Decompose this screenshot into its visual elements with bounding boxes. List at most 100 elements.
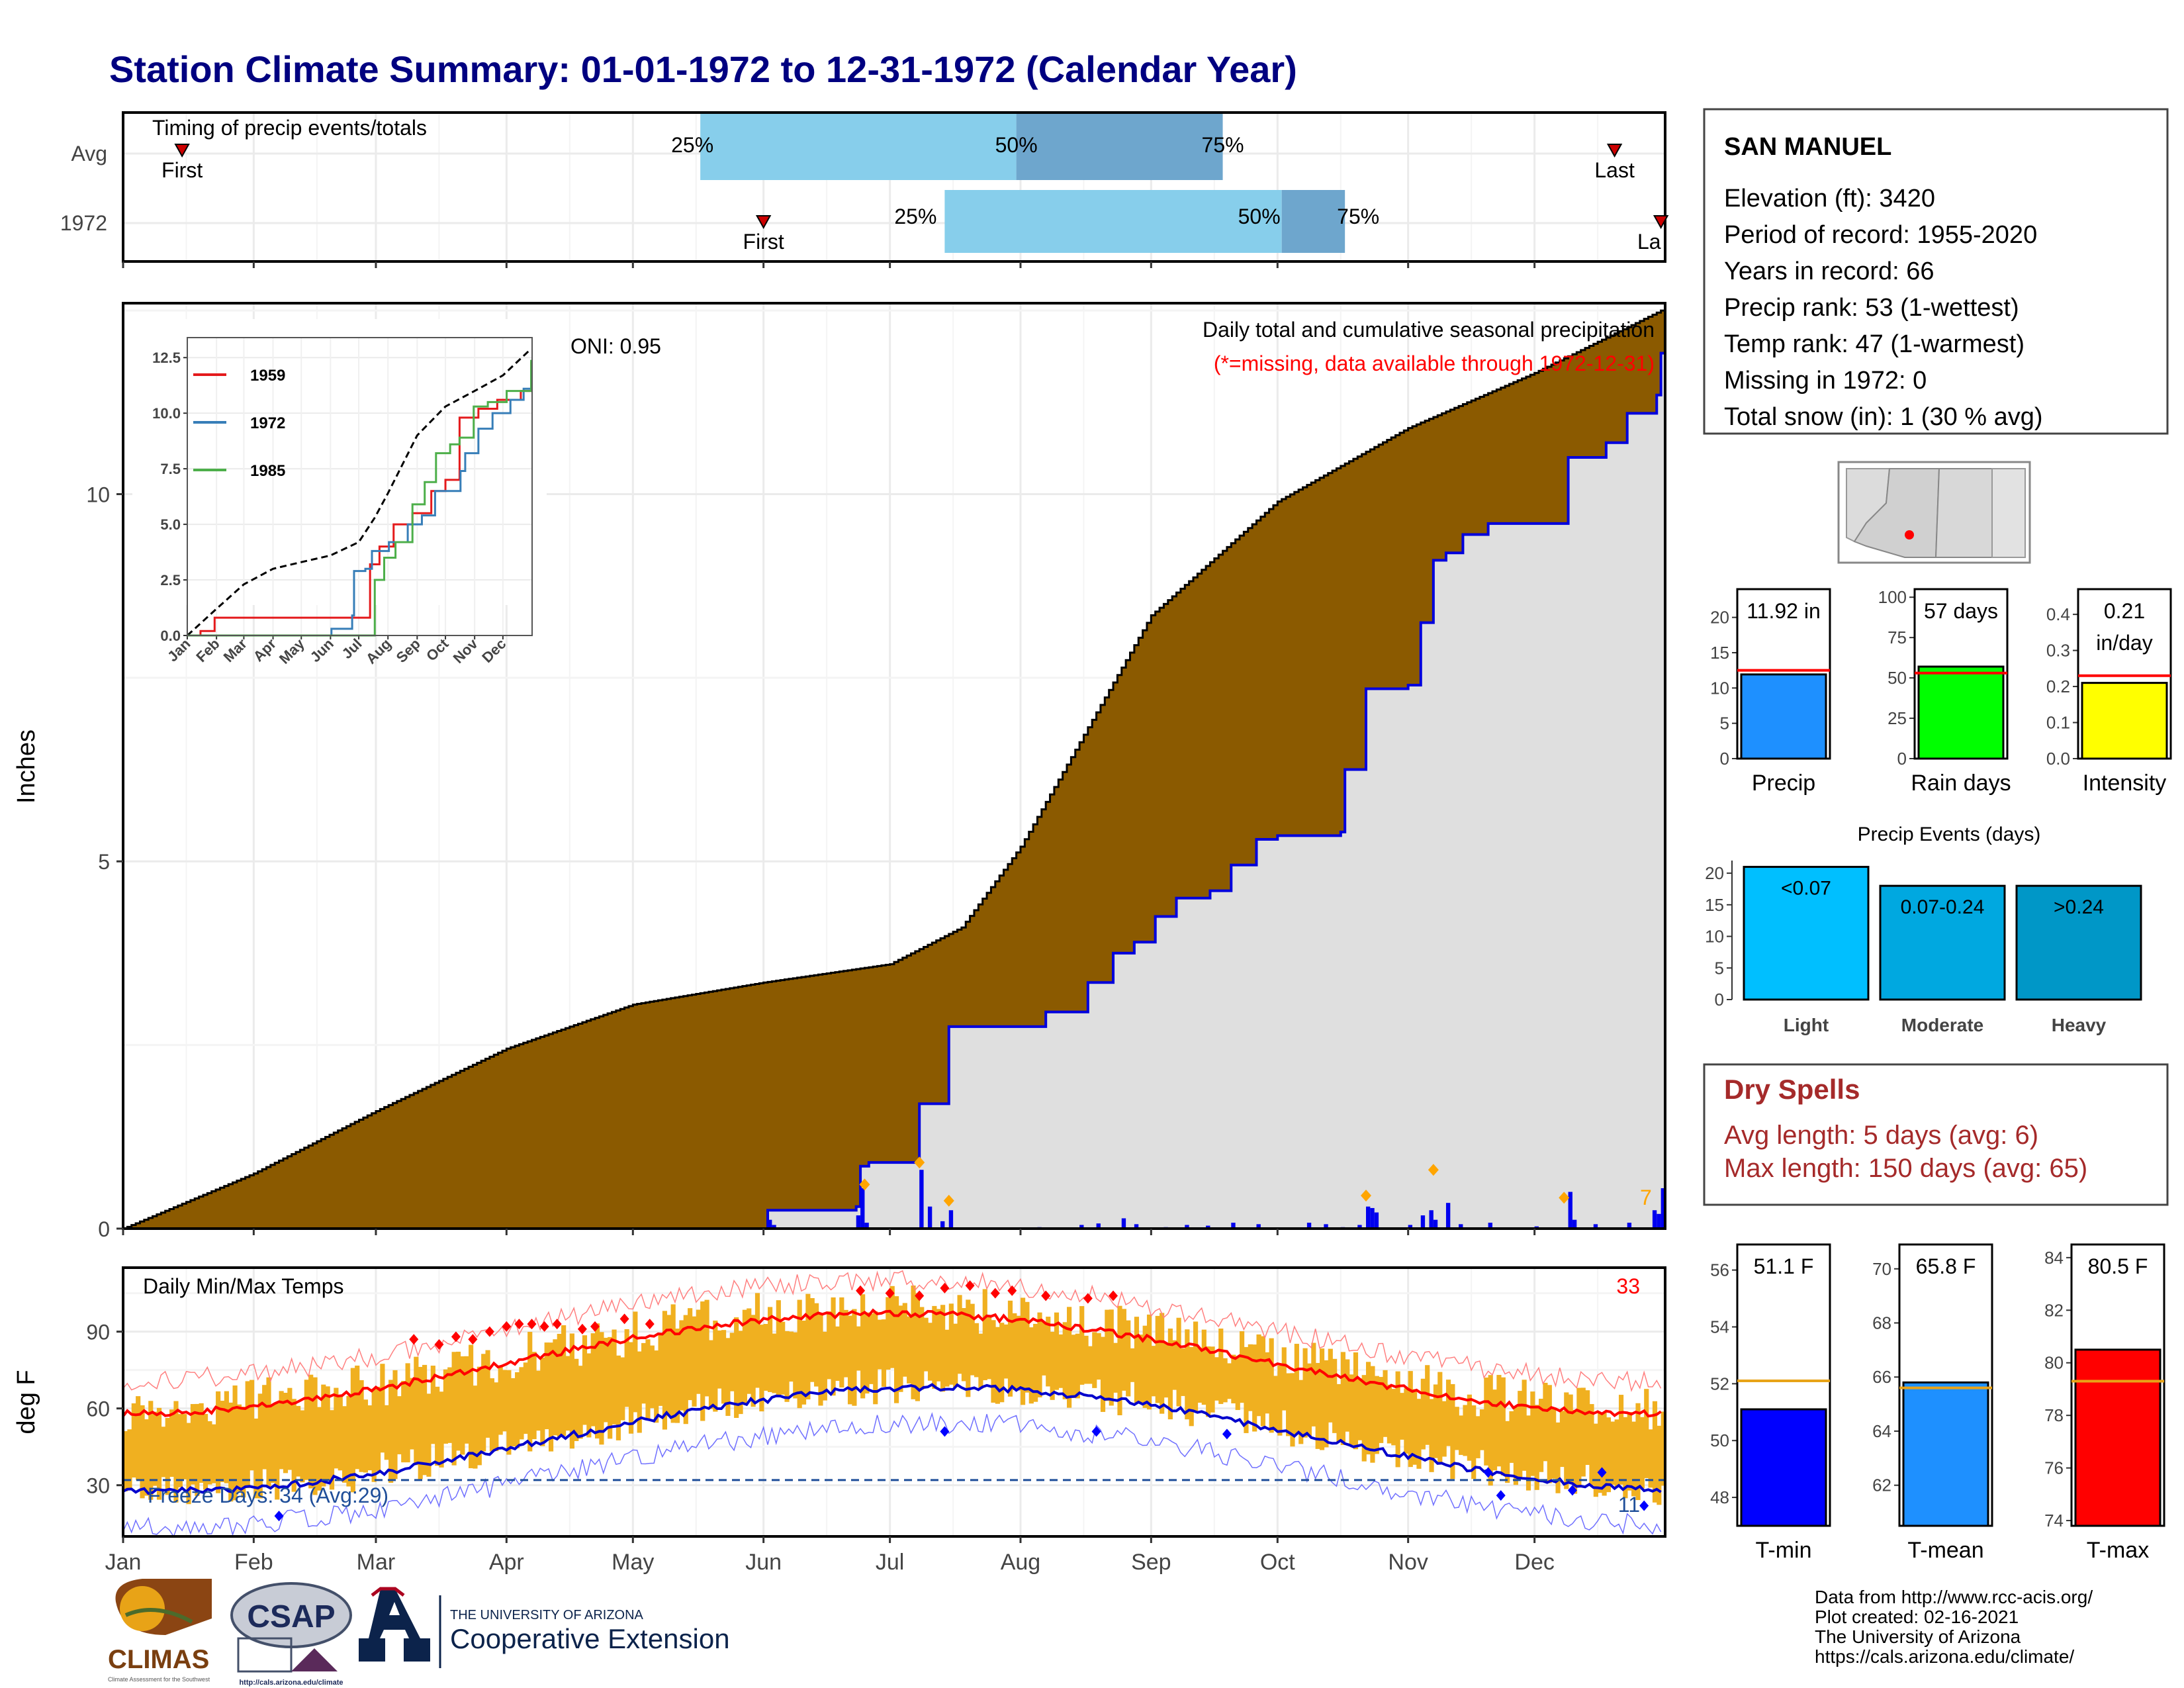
ua-line2: Cooperative Extension [450,1623,730,1654]
daily-temp-bar [199,1403,204,1483]
inset-legend-label: 1959 [250,367,285,385]
daily-temp-bar [776,1300,781,1395]
daily-temp-bar [283,1393,289,1474]
daily-temp-bar [1277,1365,1283,1436]
daily-temp-bar [1332,1358,1338,1433]
daily-temp-bar [1425,1365,1430,1445]
daily-temp-bar [396,1396,402,1454]
daily-temp-bar [953,1323,958,1387]
daily-temp-bar [1067,1307,1072,1408]
daily-temp-bar [1201,1329,1206,1405]
record-precip-marker [1428,1164,1439,1176]
daily-temp-bar [574,1358,579,1441]
daily-temp-bar [182,1414,187,1479]
daily-temp-bar [772,1333,777,1393]
daily-temp-bar [531,1352,537,1440]
daily-temp-bar [1206,1346,1211,1417]
daily-temp-bar [1459,1415,1464,1455]
station-line: Period of record: 1955-2020 [1724,221,2037,249]
daily-precip-bar [1429,1210,1433,1229]
daily-precip-bar [1206,1225,1210,1229]
daily-temp-bar [325,1386,330,1479]
daily-temp-bar [287,1387,293,1470]
daily-temp-bar [1652,1401,1658,1503]
daily-temp-bar [1294,1344,1299,1434]
daily-temp-bar [742,1309,747,1403]
record-high-marker [590,1321,600,1332]
daily-temp-bar [388,1380,394,1483]
y-tick-label: 56 [1710,1260,1729,1280]
record-high-marker [1083,1293,1093,1304]
daily-temp-bar [700,1301,705,1421]
value-label: 80.5 F [2088,1254,2148,1278]
daily-temp-bar [725,1338,731,1416]
daily-temp-bar [279,1391,284,1470]
daily-temp-bar [1113,1342,1118,1393]
daily-temp-bar [342,1406,347,1483]
daily-temp-bar [987,1315,992,1380]
daily-temp-bar [1589,1404,1594,1485]
y-tick-label: 15 [1705,895,1724,915]
month-tick-label: Mar [357,1550,396,1575]
daily-temp-bar [1151,1346,1156,1397]
daily-temp-bar [847,1315,853,1405]
y-tick-label: 82 [2044,1300,2064,1320]
daily-temp-bar [1315,1362,1320,1449]
daily-temp-bar [1100,1336,1106,1412]
daily-temp-bar [919,1307,925,1390]
daily-temp-bar [1366,1362,1371,1455]
daily-temp-bar [907,1316,912,1383]
daily-temp-bar [1075,1333,1080,1399]
daily-temp-bar [688,1308,693,1401]
daily-temp-bar [1024,1301,1030,1393]
daily-temp-bar [582,1335,588,1425]
y-tick-label: 20 [1710,608,1729,628]
year-cumulative-precip-area [763,352,1666,1230]
daily-temp-bar [308,1374,314,1489]
daily-temp-bar [561,1325,567,1436]
daily-temp-bar [422,1364,428,1476]
daily-temp-bar [1505,1421,1510,1483]
daily-temp-bar [447,1367,453,1443]
daily-temp-bar [628,1342,634,1434]
daily-temp-bar [1142,1325,1148,1408]
daily-temp-bar [1328,1348,1333,1423]
daily-temp-bar [165,1418,170,1495]
daily-temp-bar [827,1311,832,1380]
daily-precip-bar [864,1223,869,1229]
daily-temp-bar [1306,1363,1312,1436]
timing-p50-label: 50% [995,133,1038,157]
csap-logo-text: CSAP [247,1599,335,1634]
daily-temp-bar [1020,1297,1026,1405]
daily-temp-bar [751,1315,756,1407]
record-low-marker [1222,1429,1232,1440]
daily-temp-bar [835,1326,841,1382]
daily-temp-bar [814,1303,819,1387]
daily-temp-bar [266,1377,271,1487]
daily-temp-bar [1602,1412,1607,1496]
daily-temp-bar [338,1395,343,1471]
daily-temp-bar [367,1405,373,1471]
daily-temp-bar [544,1342,549,1430]
daily-temp-bar [780,1321,786,1395]
daily-temp-bar [1244,1346,1249,1433]
timing-title: Timing of precip events/totals [152,116,427,140]
daily-temp-bar [1492,1389,1498,1471]
daily-temp-bar [1189,1346,1194,1427]
daily-temp-bar [1441,1401,1447,1457]
timing-marker-icon [755,215,772,230]
daily-temp-bar [1324,1360,1329,1448]
daily-temp-bar [1218,1328,1224,1404]
daily-temp-bar [169,1409,175,1477]
daily-temp-bar [1399,1393,1405,1440]
daily-temp-bar [1429,1399,1434,1472]
daily-temp-bar [886,1297,891,1370]
daily-temp-bar [1445,1380,1451,1446]
daily-temp-bar [936,1309,941,1382]
record-high-marker [409,1334,419,1345]
month-tick-label: May [612,1550,654,1575]
daily-temp-bar [932,1305,937,1389]
summary-bar [1917,665,2005,760]
daily-temp-bar [1631,1421,1637,1497]
daily-temp-bar [1185,1329,1190,1420]
